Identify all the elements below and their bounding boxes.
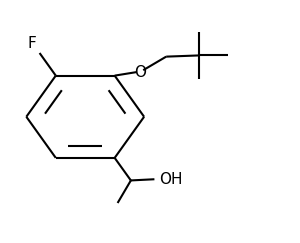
Text: O: O bbox=[134, 65, 146, 79]
Text: OH: OH bbox=[159, 172, 182, 187]
Text: F: F bbox=[28, 36, 37, 51]
